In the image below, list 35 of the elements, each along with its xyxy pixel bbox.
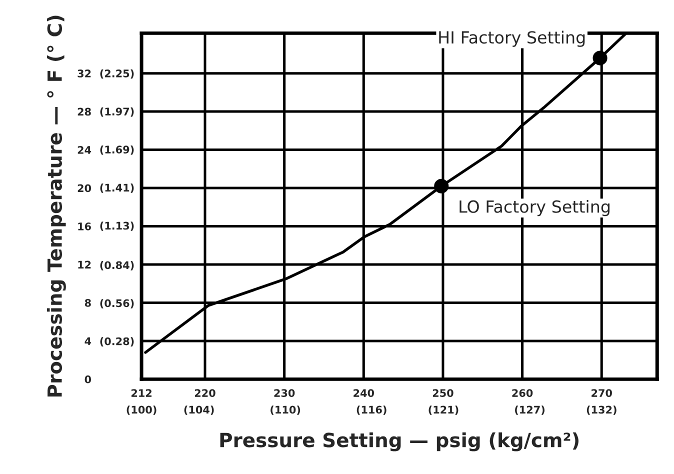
y-tick-label: 0 (84, 375, 92, 384)
y2-tick-label: (1.69) (100, 145, 134, 155)
y-tick-label: 20 (78, 184, 92, 192)
x2-tick-label: (127) (515, 406, 544, 415)
y-tick-label: 8 (84, 298, 91, 307)
x-tick-label: 270 (592, 389, 612, 397)
x-tick-label: 220 (194, 389, 216, 397)
x2-tick-label: (121) (428, 406, 458, 415)
x-axis-title: Pressure Setting — psig (kg/cm²) (220, 432, 578, 452)
y-tick-label: 24 (78, 146, 92, 154)
y-axis-title: Processing Temperature — ° F (° C) (46, 16, 66, 396)
y2-tick-label: (0.28) (100, 337, 134, 346)
y2-tick-label: (1.41) (100, 184, 134, 193)
y-tick-label: 4 (84, 337, 92, 345)
x2-tick-label: (104) (184, 406, 214, 415)
x-tick-label: 250 (432, 389, 454, 397)
annotation: HI Factory Setting (439, 30, 585, 47)
y-tick-label: 16 (78, 222, 91, 230)
x2-tick-label: (116) (356, 406, 386, 415)
y2-tick-label: (1.97) (100, 107, 134, 117)
annotation: LO Factory Setting (460, 200, 610, 216)
y-tick-label: 28 (78, 108, 91, 116)
x-tick-label: 212 (131, 389, 152, 397)
x-tick-label: 240 (354, 389, 374, 397)
x-tick-label: 260 (512, 389, 533, 397)
y-tick-label: 32 (78, 70, 91, 78)
y-tick-label: 12 (78, 260, 91, 268)
x-tick-label: 230 (274, 389, 295, 397)
x2-tick-label: (100) (126, 406, 156, 415)
y2-tick-label: (2.25) (100, 69, 134, 79)
y2-tick-label: (0.56) (100, 299, 134, 308)
x2-tick-label: (110) (270, 406, 300, 415)
y2-tick-label: (1.13) (100, 222, 134, 231)
x2-tick-label: (132) (586, 406, 616, 415)
y2-tick-label: (0.84) (100, 261, 134, 270)
